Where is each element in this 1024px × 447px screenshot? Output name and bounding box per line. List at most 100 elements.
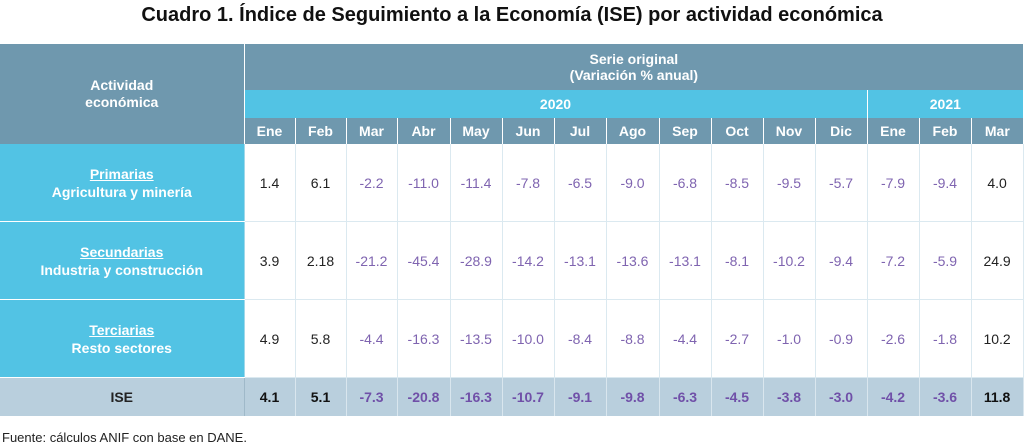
value-cell: -4.4 (659, 299, 712, 378)
year-header-2020: 2020 (244, 90, 868, 118)
row-subtitle: Resto sectores (71, 339, 172, 356)
month-header: Jul (554, 118, 607, 144)
value-cell: -9.0 (606, 144, 660, 222)
total-value-cell: -16.3 (450, 377, 503, 416)
total-value-cell: -3.0 (815, 377, 868, 416)
row-label: Primarias Agricultura y minería (0, 144, 245, 222)
value-cell: -11.0 (397, 144, 451, 222)
row-subtitle: Industria y construcción (40, 261, 204, 278)
value-cell: -11.4 (450, 144, 503, 222)
value-cell: 4.0 (971, 144, 1024, 222)
total-value-cell: -3.6 (919, 377, 972, 416)
serie-header: Serie original (Variación % anual) (244, 44, 1024, 90)
value-cell: -1.8 (919, 299, 972, 378)
value-cell: -16.3 (397, 299, 451, 378)
total-value-cell: 4.1 (244, 377, 296, 416)
value-cell: -13.1 (659, 221, 712, 300)
row-category: Secundarias (80, 243, 164, 260)
value-cell: 1.4 (244, 144, 296, 222)
value-cell: -9.4 (815, 221, 868, 300)
total-value-cell: -9.1 (554, 377, 607, 416)
month-header: Feb (295, 118, 347, 144)
table-row: Secundarias Industria y construcción 3.9 2.… (0, 221, 1024, 300)
total-value-cell: -6.3 (659, 377, 712, 416)
value-cell: 4.9 (244, 299, 296, 378)
row-label: Secundarias Industria y construcción (0, 221, 245, 300)
month-header: Jun (502, 118, 555, 144)
value-cell: -5.7 (815, 144, 868, 222)
total-value-cell: 5.1 (295, 377, 347, 416)
source-note: Fuente: cálculos ANIF con base en DANE. (2, 430, 247, 445)
row-category: Terciarias (89, 321, 155, 338)
month-header-row: Ene Feb Mar Abr May Jun Jul Ago Sep Oct Nov Dic Ene F… (0, 118, 1024, 144)
value-cell: 6.1 (295, 144, 347, 222)
value-cell: 3.9 (244, 221, 296, 300)
value-cell: -2.2 (346, 144, 398, 222)
month-header: Mar (971, 118, 1024, 144)
value-cell: 24.9 (971, 221, 1024, 300)
value-cell: -45.4 (397, 221, 451, 300)
value-cell: -1.0 (763, 299, 816, 378)
activity-header-line1: Actividad (90, 77, 154, 93)
value-cell: -8.5 (711, 144, 764, 222)
value-cell: -2.7 (711, 299, 764, 378)
table-title: Cuadro 1. Índice de Seguimiento a la Eco… (141, 4, 883, 26)
value-cell: -13.1 (554, 221, 607, 300)
month-header: Abr (397, 118, 451, 144)
total-value-cell: -3.8 (763, 377, 816, 416)
month-header: Mar (346, 118, 398, 144)
table-row: Primarias Agricultura y minería 1.4 6.1 -2.2… (0, 144, 1024, 222)
month-header: Sep (659, 118, 712, 144)
value-cell: -14.2 (502, 221, 555, 300)
month-header: May (450, 118, 503, 144)
value-cell: -6.8 (659, 144, 712, 222)
month-header: Nov (763, 118, 816, 144)
value-cell: -8.8 (606, 299, 660, 378)
value-cell: -4.4 (346, 299, 398, 378)
value-cell: -13.5 (450, 299, 503, 378)
serie-header-line1: Serie original (589, 51, 679, 67)
month-header: Dic (815, 118, 868, 144)
value-cell: -9.5 (763, 144, 816, 222)
month-header: Oct (711, 118, 764, 144)
activity-header: Actividad económica (0, 44, 245, 144)
total-value-cell: -20.8 (397, 377, 451, 416)
value-cell: -7.8 (502, 144, 555, 222)
month-header: Feb (919, 118, 972, 144)
row-subtitle: Agricultura y minería (51, 183, 192, 200)
value-cell: -8.1 (711, 221, 764, 300)
value-cell: -10.0 (502, 299, 555, 378)
total-value-cell: 11.8 (971, 377, 1024, 416)
ise-table: Actividad económica Serie original (Vari… (0, 44, 1024, 416)
total-label: ISE (0, 377, 245, 416)
value-cell: 10.2 (971, 299, 1024, 378)
total-value-cell: -4.5 (711, 377, 764, 416)
value-cell: -8.4 (554, 299, 607, 378)
value-cell: -7.2 (867, 221, 920, 300)
value-cell: -10.2 (763, 221, 816, 300)
month-header: Ago (606, 118, 660, 144)
value-cell: -6.5 (554, 144, 607, 222)
value-cell: -13.6 (606, 221, 660, 300)
value-cell: 2.18 (295, 221, 347, 300)
total-value-cell: -10.7 (502, 377, 555, 416)
value-cell: -7.9 (867, 144, 920, 222)
value-cell: -21.2 (346, 221, 398, 300)
total-row: ISE 4.1 5.1 -7.3 -20.8 -16.3 -10.7 -9.1 -9.8 -6.3… (0, 377, 1024, 416)
activity-header-line2: económica (85, 94, 159, 110)
value-cell: -5.9 (919, 221, 972, 300)
row-label: Terciarias Resto sectores (0, 299, 245, 378)
value-cell: 5.8 (295, 299, 347, 378)
value-cell: -9.4 (919, 144, 972, 222)
serie-header-line2: (Variación % anual) (569, 67, 699, 83)
value-cell: -0.9 (815, 299, 868, 378)
total-value-cell: -4.2 (867, 377, 920, 416)
year-header-2021: 2021 (867, 90, 1024, 118)
table-row: Terciarias Resto sectores 4.9 5.8 -4.4 -16.3-… (0, 299, 1024, 378)
value-cell: -2.6 (867, 299, 920, 378)
total-value-cell: -9.8 (606, 377, 660, 416)
value-cell: -28.9 (450, 221, 503, 300)
month-header: Ene (867, 118, 920, 144)
month-header: Ene (244, 118, 296, 144)
total-value-cell: -7.3 (346, 377, 398, 416)
